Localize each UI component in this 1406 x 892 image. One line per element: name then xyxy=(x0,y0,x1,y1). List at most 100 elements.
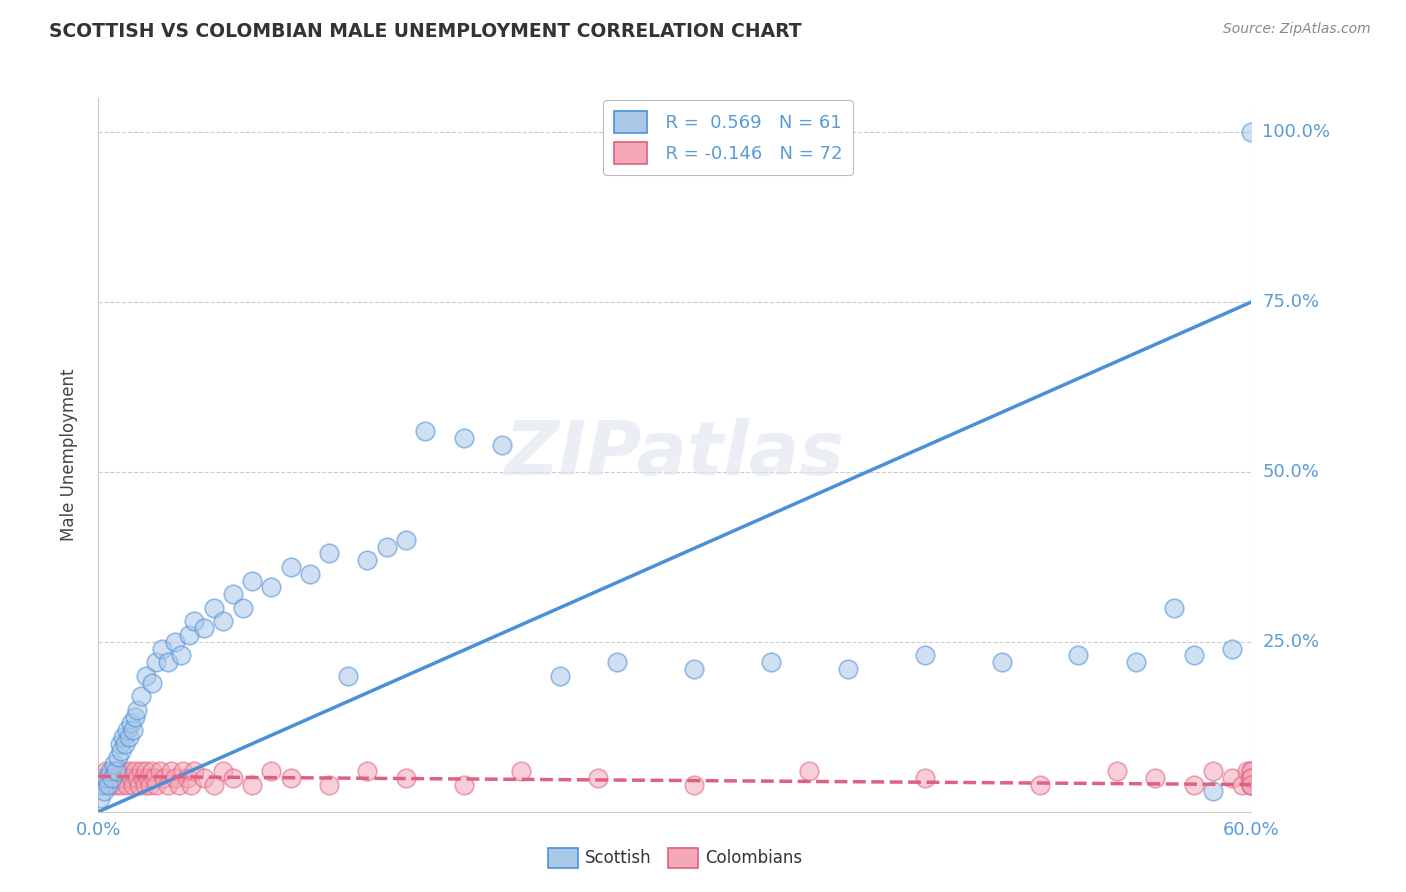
Point xyxy=(180,778,202,792)
Point xyxy=(1029,778,1052,792)
Point xyxy=(152,771,174,785)
Point xyxy=(150,641,173,656)
Point xyxy=(683,778,706,792)
Point xyxy=(143,771,166,785)
Point xyxy=(193,621,215,635)
Point xyxy=(202,778,225,792)
Point xyxy=(110,778,132,792)
Point xyxy=(156,778,179,792)
Point xyxy=(683,662,706,676)
Point xyxy=(1240,778,1263,792)
Point xyxy=(91,778,114,792)
Point xyxy=(172,764,194,778)
Point xyxy=(103,771,125,785)
Point xyxy=(118,764,141,778)
Point xyxy=(356,553,378,567)
Point xyxy=(1105,764,1128,778)
Point xyxy=(914,648,936,663)
Point xyxy=(240,574,263,588)
Point xyxy=(318,778,340,792)
Point xyxy=(1163,600,1185,615)
Point xyxy=(177,628,200,642)
Point xyxy=(124,709,146,723)
Point xyxy=(135,669,157,683)
Point xyxy=(117,778,138,792)
Text: Source: ZipAtlas.com: Source: ZipAtlas.com xyxy=(1223,22,1371,37)
Point xyxy=(491,438,513,452)
Point xyxy=(145,655,167,669)
Point xyxy=(1236,764,1258,778)
Point xyxy=(139,778,162,792)
Point xyxy=(1240,764,1263,778)
Point xyxy=(97,778,120,792)
Point xyxy=(1125,655,1147,669)
Point xyxy=(110,743,132,757)
Point xyxy=(1182,648,1205,663)
Point xyxy=(914,771,936,785)
Point xyxy=(129,689,152,703)
Text: 75.0%: 75.0% xyxy=(1263,293,1320,311)
Point xyxy=(124,764,146,778)
Point xyxy=(280,560,302,574)
Point xyxy=(93,778,115,792)
Point xyxy=(413,424,436,438)
Point xyxy=(1240,778,1263,792)
Point xyxy=(1144,771,1167,785)
Point xyxy=(93,784,115,798)
Point xyxy=(212,764,235,778)
Point xyxy=(1182,778,1205,792)
Point xyxy=(107,750,129,764)
Point xyxy=(117,723,138,738)
Point xyxy=(170,648,193,663)
Point xyxy=(453,431,475,445)
Point xyxy=(98,764,121,778)
Point xyxy=(112,730,135,744)
Point xyxy=(131,771,153,785)
Point xyxy=(101,764,124,778)
Point xyxy=(337,669,360,683)
Point xyxy=(298,566,321,581)
Point xyxy=(212,615,235,629)
Point xyxy=(548,669,571,683)
Point xyxy=(134,778,156,792)
Point xyxy=(375,540,398,554)
Point xyxy=(114,737,136,751)
Point xyxy=(118,730,141,744)
Point xyxy=(1240,764,1263,778)
Point xyxy=(183,615,205,629)
Point xyxy=(260,581,283,595)
Y-axis label: Male Unemployment: Male Unemployment xyxy=(59,368,77,541)
Point xyxy=(122,778,145,792)
Point xyxy=(114,771,136,785)
Point xyxy=(260,764,283,778)
Point xyxy=(108,771,131,785)
Point xyxy=(94,764,117,778)
Point xyxy=(91,771,114,785)
Point xyxy=(141,764,163,778)
Point xyxy=(1240,125,1263,139)
Point xyxy=(510,764,533,778)
Point xyxy=(1240,771,1263,785)
Point xyxy=(586,771,609,785)
Text: SCOTTISH VS COLOMBIAN MALE UNEMPLOYMENT CORRELATION CHART: SCOTTISH VS COLOMBIAN MALE UNEMPLOYMENT … xyxy=(49,22,801,41)
Point xyxy=(165,635,187,649)
Point xyxy=(128,778,150,792)
Text: ZIPatlas: ZIPatlas xyxy=(505,418,845,491)
Point xyxy=(453,778,475,792)
Legend: Scottish, Colombians: Scottish, Colombians xyxy=(541,841,808,875)
Point xyxy=(1240,771,1263,785)
Point xyxy=(222,587,245,601)
Point xyxy=(101,771,124,785)
Point xyxy=(141,675,163,690)
Point xyxy=(176,771,198,785)
Point xyxy=(94,771,117,785)
Point xyxy=(395,771,418,785)
Point xyxy=(1220,641,1243,656)
Point xyxy=(160,764,183,778)
Point xyxy=(125,703,148,717)
Text: 100.0%: 100.0% xyxy=(1263,123,1330,141)
Point xyxy=(104,764,127,778)
Point xyxy=(606,655,628,669)
Point xyxy=(1202,764,1225,778)
Point xyxy=(125,771,148,785)
